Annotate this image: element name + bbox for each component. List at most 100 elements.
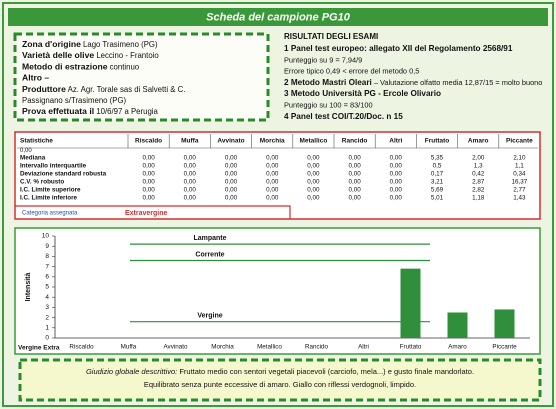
table-cell: 0,00 bbox=[184, 171, 197, 178]
row-label: Deviazione standard robusta bbox=[20, 171, 107, 178]
x-tick-label: Fruttato bbox=[400, 344, 422, 351]
table-cell: 0,00 bbox=[307, 195, 320, 202]
y-axis-title: Intensità bbox=[25, 273, 32, 302]
table-cell: 0,00 bbox=[307, 187, 320, 194]
table-cell: 2,00 bbox=[472, 155, 485, 162]
footer-text: Fruttato medio con sentori vegetali piac… bbox=[179, 367, 474, 376]
row-label: Intervallo interquartile bbox=[20, 163, 87, 170]
bar bbox=[400, 268, 421, 338]
y-tick-label: 3 bbox=[45, 304, 49, 311]
bold-text: Altro – bbox=[22, 73, 49, 83]
table-cell: 0,00 bbox=[142, 155, 155, 162]
y-tick-label: 6 bbox=[45, 274, 49, 281]
table-header: Avvinato bbox=[217, 138, 244, 145]
table-cell: 2,82 bbox=[472, 187, 485, 194]
table-header: Rancido bbox=[342, 138, 368, 145]
table-cell: 0,00 bbox=[390, 187, 403, 194]
bold-text: Varietà delle olive bbox=[22, 50, 94, 60]
level-label: Lampante bbox=[193, 235, 226, 242]
text-line: Punteggio su 100 = 83/100 bbox=[284, 100, 373, 109]
header-title: Scheda del campione PG10 bbox=[206, 11, 351, 23]
table-cell: 2,77 bbox=[513, 187, 526, 194]
footer-box bbox=[18, 358, 542, 402]
y-tick-label: 8 bbox=[45, 253, 49, 260]
x-tick-label: Piccante bbox=[492, 344, 517, 351]
plain-text: Lago Trasimeno (PG) bbox=[83, 40, 158, 49]
table-cell: 2,87 bbox=[472, 179, 485, 186]
table-cell: 0,00 bbox=[390, 195, 403, 202]
bold-text: 4 Panel test COI/T.20/Doc. n 15 bbox=[284, 112, 403, 121]
table-cell: 0,00 bbox=[390, 179, 403, 186]
plain-text: Passignano s/Trasimeno (PG) bbox=[22, 96, 127, 105]
row-label: Mediana bbox=[20, 155, 46, 162]
x-tick-label: Avvinato bbox=[163, 344, 188, 351]
table-cell: 0,00 bbox=[348, 195, 361, 202]
table-cell: 0,5 bbox=[433, 163, 442, 170]
plain-text: Az. Agr. Torale sas di Salvetti & C. bbox=[68, 85, 186, 94]
row-label: C.V. % robusto bbox=[20, 179, 64, 186]
category-frame bbox=[15, 205, 291, 219]
y-tick-label: 4 bbox=[45, 294, 49, 301]
y-tick-label: 7 bbox=[45, 263, 49, 270]
text-line: Passignano s/Trasimeno (PG) bbox=[22, 96, 127, 105]
category-label: Categoria assegnata bbox=[22, 211, 78, 217]
x-tick-label: Rancido bbox=[305, 344, 329, 351]
table-cell: 0,00 bbox=[184, 155, 197, 162]
text-line: Metodo di estrazione continuo bbox=[22, 62, 140, 72]
table-cell: 5,35 bbox=[431, 155, 444, 162]
table-cell: 0,42 bbox=[472, 171, 485, 178]
table-cell: 0,34 bbox=[513, 171, 526, 178]
table-cell: 0,00 bbox=[225, 171, 238, 178]
x-tick-label: Metallico bbox=[257, 344, 282, 351]
table-header: Riscaldo bbox=[135, 138, 162, 145]
bold-text: 1 Panel test europeo: allegato XII del R… bbox=[284, 44, 513, 53]
sample-box bbox=[13, 32, 270, 122]
table-cell: 0,17 bbox=[431, 171, 444, 178]
table-cell: 16,37 bbox=[512, 179, 528, 186]
footer-text: Equilibrato senza punte eccessive di ama… bbox=[144, 380, 416, 389]
table-cell: 1,3 bbox=[474, 163, 483, 170]
table-cell: 0,00 bbox=[348, 171, 361, 178]
bold-text: Zona d'origine bbox=[22, 39, 81, 49]
text-line: Punteggio su 9 = 7,94/9 bbox=[284, 55, 362, 64]
table-cell: 0,00 bbox=[184, 163, 197, 170]
table-cell: 0,00 bbox=[390, 171, 403, 178]
table-cell: 0,00 bbox=[266, 187, 279, 194]
x-tick-label: Altri bbox=[358, 344, 369, 351]
table-header: Morchia bbox=[260, 138, 285, 145]
plain-text: Leccino - Frantoio bbox=[96, 51, 159, 60]
table-cell: 0,00 bbox=[142, 163, 155, 170]
table-cell: 1,18 bbox=[472, 195, 485, 202]
table-cell: 0,00 bbox=[307, 171, 320, 178]
table-cell: 0,00 bbox=[266, 155, 279, 162]
table-cell: 0,00 bbox=[348, 155, 361, 162]
level-label: Vergine bbox=[197, 313, 222, 320]
x-tick-label: Morchia bbox=[211, 344, 234, 351]
table-header: Muffa bbox=[181, 138, 199, 145]
y-tick-label: 9 bbox=[45, 243, 49, 250]
y-tick-label: 0 bbox=[45, 335, 49, 342]
bold-text: Produttore bbox=[22, 84, 66, 94]
table-header: Fruttato bbox=[425, 138, 450, 145]
x-tick-label: Amaro bbox=[448, 344, 467, 351]
text-line: 2 Metodo Mastri Oleari – Valutazione olf… bbox=[284, 78, 542, 87]
table-header: Piccante bbox=[506, 138, 533, 145]
plain-text: Errore tipico 0,49 < errore del metodo 0… bbox=[284, 67, 419, 76]
table-cell: 0,00 bbox=[225, 155, 238, 162]
table-cell: 0,00 bbox=[184, 179, 197, 186]
results-title: RISULTATI DEGLI ESAMI bbox=[284, 32, 378, 41]
category-value: Extravergine bbox=[125, 210, 168, 217]
y-tick-label: 10 bbox=[42, 233, 50, 240]
table-header: Metallico bbox=[299, 138, 327, 145]
text-line: Varietà delle olive Leccino - Frantoio bbox=[22, 50, 159, 60]
footer-line: Giudizio globale descrittivo: Fruttato m… bbox=[86, 367, 474, 376]
x-tick-label: Riscaldo bbox=[69, 344, 94, 351]
table-cell: 0,00 bbox=[390, 163, 403, 170]
header-bar bbox=[8, 8, 548, 26]
table-cell: 0,00 bbox=[184, 187, 197, 194]
row-label: I.C. Limite inferiore bbox=[20, 195, 78, 202]
table-cell: 0,00 bbox=[307, 163, 320, 170]
table-cell: 0,00 bbox=[348, 163, 361, 170]
plain-text: Punteggio su 100 = 83/100 bbox=[284, 100, 373, 109]
